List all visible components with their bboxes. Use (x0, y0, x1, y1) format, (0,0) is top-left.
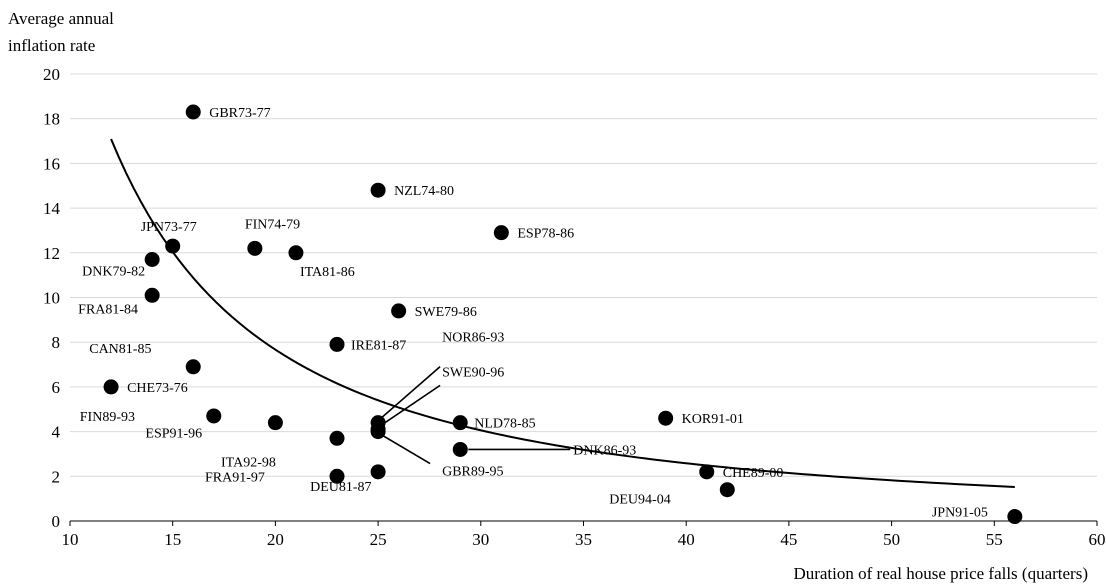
point-label: NLD78-85 (474, 417, 535, 432)
x-tick-label: 60 (1089, 530, 1106, 549)
leader-line (380, 433, 431, 465)
data-point (329, 336, 345, 352)
point-label: IRE81-87 (351, 338, 406, 353)
point-label: FIN74-79 (245, 217, 300, 232)
y-axis-title-line-1: Average annual (8, 9, 114, 28)
data-point (144, 252, 160, 268)
point-label: NZL74-80 (394, 184, 454, 199)
y-tick-label: 2 (52, 467, 61, 486)
data-points (103, 104, 1023, 525)
point-label: ITA81-86 (300, 265, 355, 280)
point-label: SWE79-86 (415, 305, 477, 320)
data-point (288, 245, 304, 261)
data-point (699, 464, 715, 480)
x-tick-label: 20 (267, 530, 284, 549)
data-point (185, 359, 201, 375)
x-axis-title: Duration of real house price falls (quar… (793, 564, 1088, 583)
point-label: GBR73-77 (209, 106, 270, 121)
data-point (391, 303, 407, 319)
axes: 0 2 4 6 8 10 12 14 16 18 20 10 15 20 25 30 35 40 45 50 55 60 (43, 65, 1106, 549)
point-label: CHE73-76 (127, 381, 188, 396)
y-tick-label: 6 (52, 378, 61, 397)
grid (70, 73, 1097, 477)
point-label: FRA91-97 (205, 470, 265, 485)
point-label: DNK86-93 (573, 443, 636, 458)
y-tick-label: 0 (52, 512, 61, 531)
point-label: DNK79-82 (82, 265, 145, 280)
trend-curve (110, 138, 1015, 488)
leader-line (377, 366, 441, 422)
y-tick-label: 10 (43, 289, 60, 308)
data-point (267, 415, 283, 431)
data-point (658, 410, 674, 426)
point-label: CHE89-00 (723, 466, 784, 481)
data-point (206, 408, 222, 424)
point-label: ESP91-96 (145, 427, 202, 442)
y-tick-label: 14 (43, 199, 61, 218)
x-tick-label: 50 (883, 530, 900, 549)
data-point (370, 182, 386, 198)
data-point (103, 379, 119, 395)
y-tick-label: 12 (43, 244, 60, 263)
data-point (719, 482, 735, 498)
x-tick-label: 30 (472, 530, 489, 549)
y-tick-label: 16 (43, 154, 60, 173)
x-tick-label: 15 (164, 530, 181, 549)
x-tick-label: 40 (678, 530, 695, 549)
data-point (144, 287, 160, 303)
y-tick-label: 8 (52, 333, 61, 352)
y-tick-label: 20 (43, 65, 60, 84)
y-tick-label: 18 (43, 110, 60, 129)
x-tick-label: 25 (370, 530, 387, 549)
point-label: NOR86-93 (442, 331, 504, 346)
point-label: CAN81-85 (89, 342, 151, 357)
x-tick-label: 45 (780, 530, 797, 549)
data-point (329, 430, 345, 446)
point-label: GBR89-95 (442, 465, 503, 480)
point-label: DEU94-04 (609, 493, 670, 508)
data-point (370, 424, 386, 440)
data-point (329, 468, 345, 484)
data-point (247, 240, 263, 256)
data-point (165, 238, 181, 254)
data-point (452, 441, 468, 457)
data-point (493, 225, 509, 241)
point-label: FIN89-93 (80, 410, 135, 425)
point-label: JPN73-77 (141, 220, 197, 235)
data-point (1007, 509, 1023, 525)
trend-curve-group (110, 138, 1015, 488)
data-point (185, 104, 201, 120)
data-point (452, 415, 468, 431)
y-tick-label: 4 (52, 423, 61, 442)
leader-line (377, 384, 441, 429)
point-label: DEU81-87 (310, 480, 371, 495)
point-label: SWE90-96 (442, 365, 504, 380)
point-label: KOR91-01 (682, 412, 744, 427)
data-point (370, 464, 386, 480)
y-axis-title-line-2: inflation rate (8, 36, 95, 55)
x-tick-label: 55 (986, 530, 1003, 549)
point-labels: GBR73-77 NZL74-80 ESP78-86 JPN73-77 FIN74-79… (78, 106, 988, 521)
x-tick-label: 35 (575, 530, 592, 549)
point-label: ITA92-98 (221, 455, 276, 470)
x-tick-label: 10 (62, 530, 79, 549)
point-label: FRA81-84 (78, 302, 138, 317)
point-label: JPN91-05 (932, 506, 988, 521)
point-label: ESP78-86 (517, 227, 574, 242)
leader-lines (377, 366, 571, 465)
